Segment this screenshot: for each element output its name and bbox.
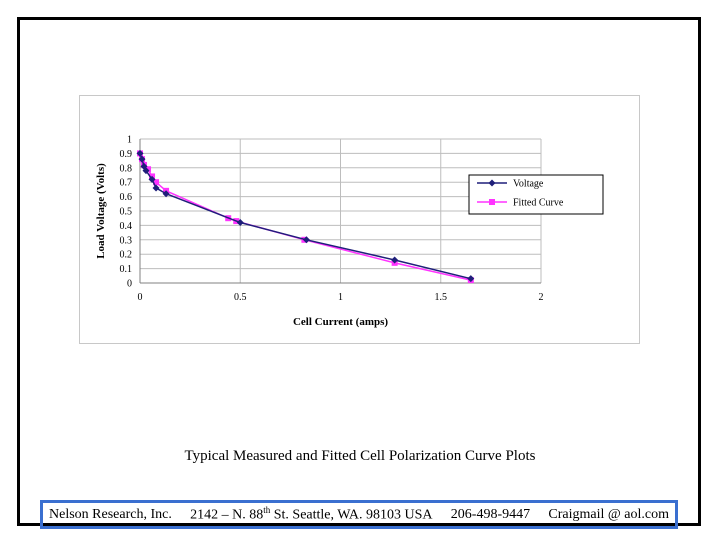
voltage-line bbox=[139, 153, 472, 280]
legend-label: Fitted Curve bbox=[513, 198, 564, 209]
footer-address: 2142 – N. 88th St. Seattle, WA. 98103 US… bbox=[190, 505, 432, 524]
y-tick-label: 0.4 bbox=[120, 221, 133, 232]
voltage-point bbox=[236, 219, 244, 227]
footer-address-pre: 2142 – N. 88 bbox=[190, 507, 264, 523]
polarization-chart: 0 0.1 0.2 0.3 0.4 0.5 0.6 0.7 0.8 0.9 1 0 0.5 1 1.5 2 Ce… bbox=[95, 135, 604, 328]
x-tick-label: 1.5 bbox=[435, 292, 448, 303]
footer-company: Nelson Research, Inc. bbox=[49, 506, 172, 522]
fitted-curve-line bbox=[139, 153, 471, 281]
voltage-point bbox=[152, 184, 160, 192]
voltage-point bbox=[136, 149, 144, 157]
footer-address-sup: th bbox=[263, 505, 271, 516]
footer-email[interactable]: Craigmail @ aol.com bbox=[548, 506, 669, 522]
x-tick-label: 2 bbox=[539, 292, 544, 303]
fitted-point bbox=[153, 179, 160, 186]
voltage-point bbox=[302, 236, 310, 244]
footer-phone: 206-498-9447 bbox=[450, 506, 531, 522]
x-axis-label: Cell Current (amps) bbox=[293, 316, 388, 328]
y-tick-label: 0.6 bbox=[120, 192, 133, 203]
y-axis-label: Load Voltage (Volts) bbox=[95, 163, 107, 259]
x-tick-label: 1 bbox=[338, 292, 343, 303]
figure-caption: Typical Measured and Fitted Cell Polariz… bbox=[184, 448, 536, 464]
slide-frame bbox=[17, 17, 701, 526]
voltage-point bbox=[140, 162, 148, 170]
voltage-point bbox=[467, 275, 475, 283]
legend-label: Voltage bbox=[513, 179, 544, 190]
chart-panel: 0 0.1 0.2 0.3 0.4 0.5 0.6 0.7 0.8 0.9 1 0 0.5 1 1.5 2 Ce… bbox=[79, 95, 640, 344]
voltage-point bbox=[142, 167, 150, 175]
y-tick-label: 0.1 bbox=[120, 264, 133, 275]
voltage-point bbox=[162, 190, 170, 198]
y-tick-label: 0.9 bbox=[120, 149, 133, 160]
footer-address-post: St. Seattle, WA. 98103 USA bbox=[270, 507, 433, 523]
y-tick-label: 0.3 bbox=[120, 235, 133, 246]
y-tick-label: 0.2 bbox=[120, 250, 133, 261]
voltage-point bbox=[138, 155, 146, 163]
y-tick-label: 0.8 bbox=[120, 163, 133, 174]
x-tick-label: 0.5 bbox=[234, 292, 247, 303]
y-tick-label: 0.5 bbox=[120, 207, 133, 218]
y-tick-label: 1 bbox=[127, 135, 132, 146]
y-tick-label: 0 bbox=[127, 279, 132, 290]
voltage-point bbox=[391, 256, 399, 264]
fitted-point bbox=[489, 199, 495, 205]
voltage-point bbox=[488, 179, 496, 187]
footer-bar: Nelson Research, Inc. 2142 – N. 88th St.… bbox=[40, 500, 678, 529]
x-tick-label: 0 bbox=[138, 292, 143, 303]
y-tick-label: 0.7 bbox=[120, 178, 133, 189]
voltage-point bbox=[148, 175, 156, 183]
